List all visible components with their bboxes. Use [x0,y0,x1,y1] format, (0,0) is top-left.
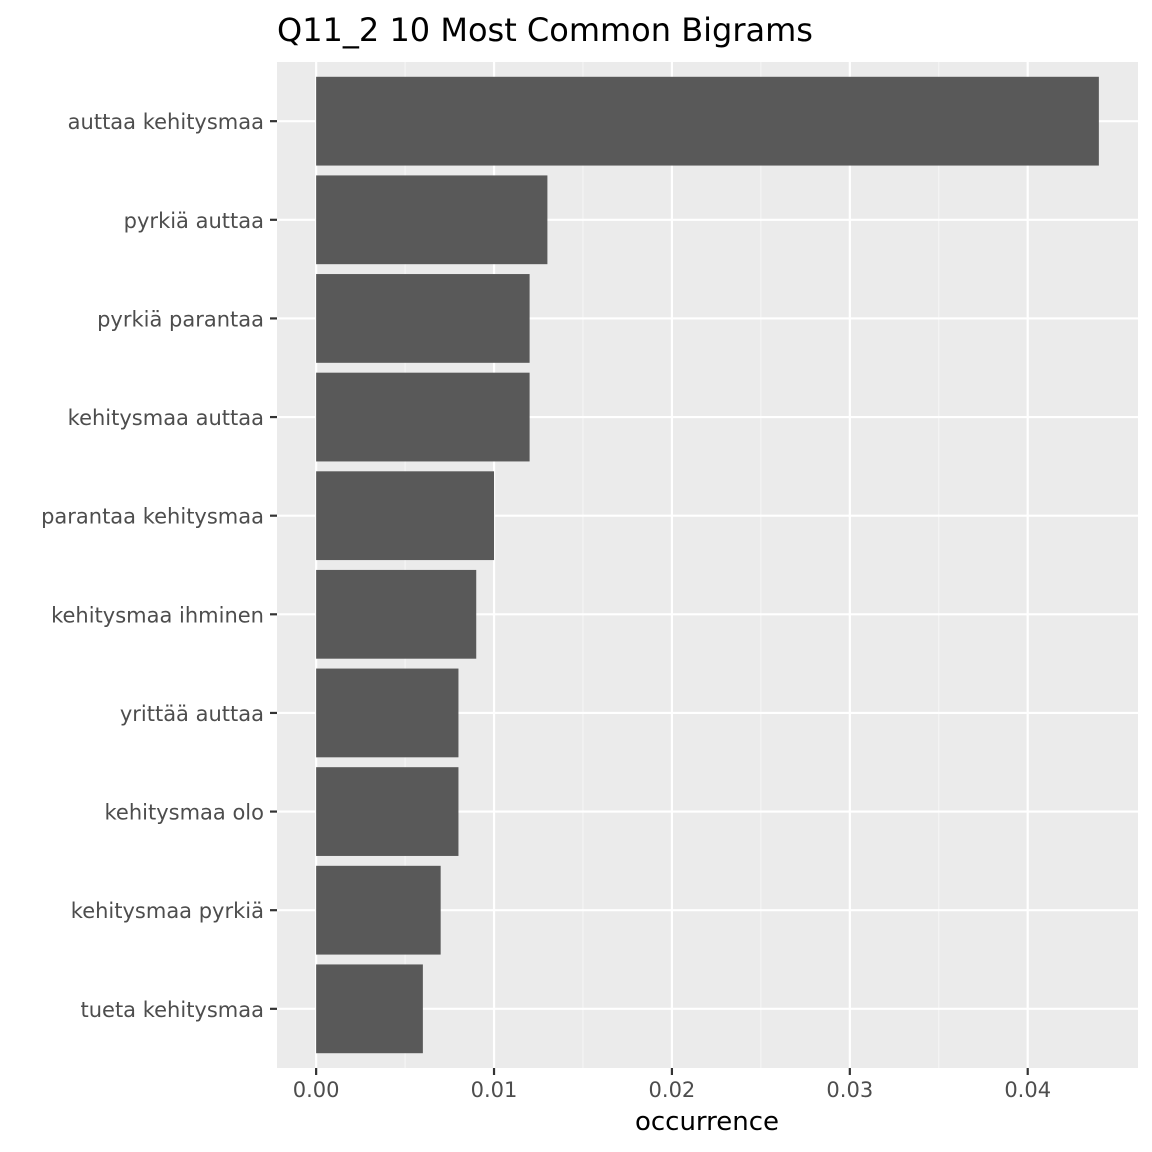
bar-pyrkiä-parantaa [316,274,530,363]
bar-parantaa-kehitysmaa [316,471,495,561]
bar-auttaa-kehitysmaa [316,76,1099,166]
y-tick-label: parantaa kehitysmaa [41,505,264,529]
bar-kehitysmaa-auttaa [316,372,530,462]
bars [316,76,1099,1054]
bar-pyrkiä-auttaa [316,175,548,265]
bar-kehitysmaa-olo [316,767,459,856]
y-tick-label: kehitysmaa auttaa [68,406,264,430]
chart-title: Q11_2 10 Most Common Bigrams [277,11,813,49]
bar-tueta-kehitysmaa [316,964,423,1054]
y-tick-label: auttaa kehitysmaa [68,110,264,134]
x-tick-label: 0.01 [471,1078,518,1102]
x-axis-title: occurrence [635,1107,779,1137]
bar-kehitysmaa-pyrkiä [316,865,441,955]
x-tick-label: 0.02 [649,1078,696,1102]
x-tick-label: 0.03 [826,1078,873,1102]
y-tick-label: tueta kehitysmaa [80,998,264,1022]
y-tick-label: yrittää auttaa [120,702,264,726]
y-tick-label: kehitysmaa ihminen [51,603,264,627]
x-tick-label: 0.00 [293,1078,340,1102]
y-tick-label: kehitysmaa pyrkiä [71,899,264,923]
bar-kehitysmaa-ihminen [316,569,477,659]
bar-yrittää-auttaa [316,668,459,758]
y-tick-label: pyrkiä auttaa [124,209,264,233]
x-axis: 0.00 0.01 0.02 0.03 0.04 [293,1068,1051,1102]
y-axis: auttaa kehitysmaa pyrkiä auttaa pyrkiä par… [41,110,277,1022]
y-tick-label: pyrkiä parantaa [97,307,264,331]
x-tick-label: 0.04 [1004,1078,1051,1102]
y-tick-label: kehitysmaa olo [105,801,264,825]
